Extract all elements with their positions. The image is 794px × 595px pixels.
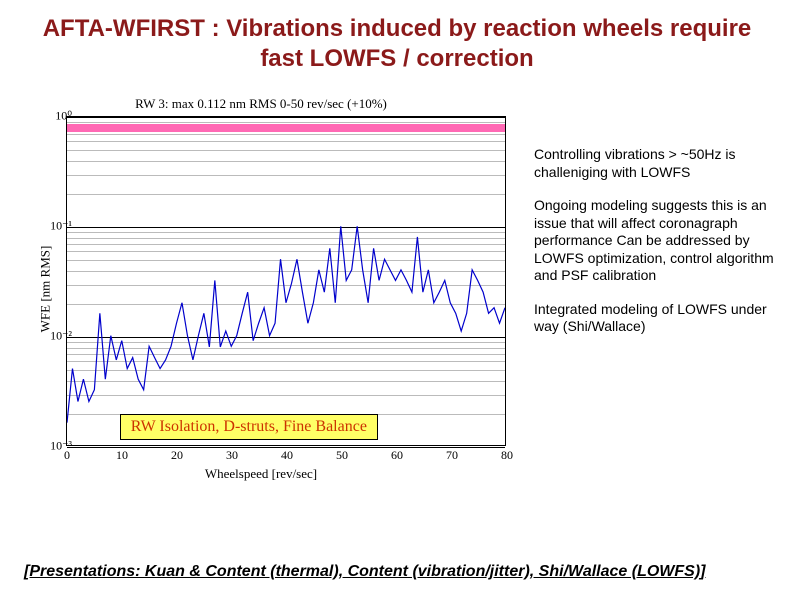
xtick-label: 60	[391, 448, 403, 463]
side-p2: Ongoing modeling suggests this is an iss…	[534, 197, 784, 285]
plot-box: 01020304050607080RW Isolation, D-struts,…	[66, 116, 506, 446]
content-row: RW 3: max 0.112 nm RMS 0-50 rev/sec (+10…	[0, 74, 794, 484]
wfe-trace	[67, 117, 505, 445]
xtick-label: 70	[446, 448, 458, 463]
x-axis-label: Wheelspeed [rev/sec]	[205, 466, 317, 482]
y-axis-label: WFE [nm RMS]	[37, 246, 53, 333]
xtick-label: 10	[116, 448, 128, 463]
ytick-label: 10⁻³	[50, 439, 72, 454]
side-p3: Integrated modeling of LOWFS under way (…	[534, 301, 784, 336]
xtick-label: 40	[281, 448, 293, 463]
xtick-label: 50	[336, 448, 348, 463]
side-p1: Controlling vibrations > ~50Hz is challe…	[534, 146, 784, 181]
chart: RW 3: max 0.112 nm RMS 0-50 rev/sec (+10…	[6, 94, 516, 484]
ytick-label: 10⁰	[55, 109, 72, 124]
chart-legend: RW Isolation, D-struts, Fine Balance	[120, 414, 378, 440]
page-title: AFTA-WFIRST : Vibrations induced by reac…	[0, 0, 794, 74]
xtick-label: 30	[226, 448, 238, 463]
xtick-label: 20	[171, 448, 183, 463]
footer-presentations: [Presentations: Kuan & Content (thermal)…	[24, 563, 770, 581]
xtick-label: 80	[501, 448, 513, 463]
ytick-label: 10⁻²	[50, 329, 72, 344]
side-text: Controlling vibrations > ~50Hz is challe…	[516, 94, 784, 484]
chart-subtitle: RW 3: max 0.112 nm RMS 0-50 rev/sec (+10…	[135, 96, 387, 112]
ytick-label: 10⁻¹	[50, 219, 72, 234]
